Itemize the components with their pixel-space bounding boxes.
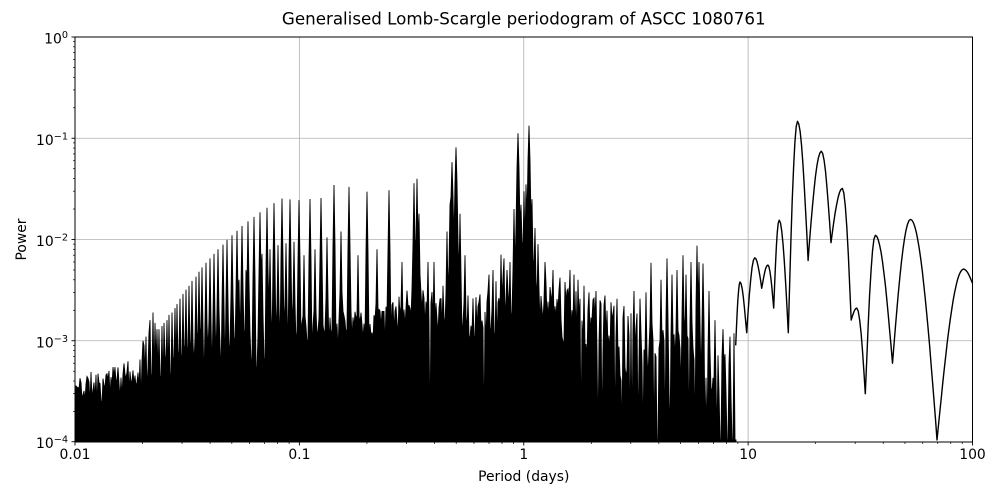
x-tick-label: 0.01	[60, 447, 91, 463]
chart-title: Generalised Lomb-Scargle periodogram of …	[282, 9, 766, 29]
y-axis-label: Power	[14, 218, 30, 260]
x-tick-label: 0.1	[288, 447, 310, 463]
y-tick-label: 100	[44, 30, 68, 48]
series-smooth-path	[735, 120, 974, 441]
x-tick-label: 100	[959, 447, 986, 463]
y-tick-label: 10−1	[36, 131, 68, 149]
y-tick-label: 10−2	[36, 233, 68, 251]
y-tick-label: 10−3	[36, 334, 68, 352]
x-axis-label: Period (days)	[478, 469, 569, 485]
periodogram-series	[74, 120, 974, 443]
plot-border	[74, 36, 973, 443]
series-dense-path	[74, 125, 737, 443]
x-tick-label: 1	[519, 447, 528, 463]
x-tick-label: 10	[739, 447, 757, 463]
